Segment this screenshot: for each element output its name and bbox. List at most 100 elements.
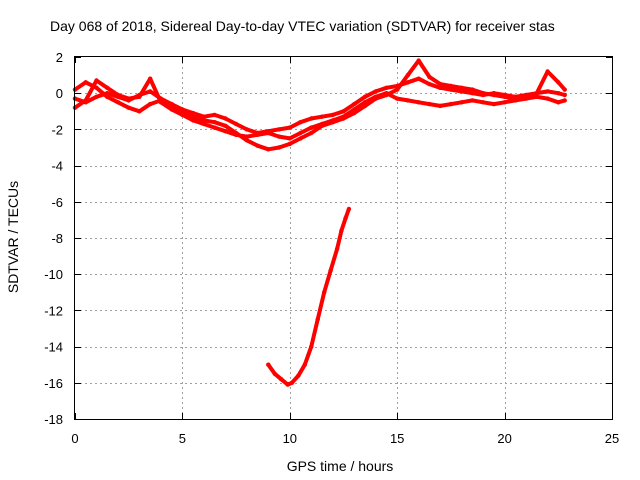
data-point	[244, 134, 249, 139]
data-point	[302, 362, 307, 367]
data-point	[513, 98, 518, 103]
data-point	[502, 94, 507, 100]
x-axis-label: GPS time / hours	[287, 458, 394, 474]
data-point	[223, 123, 228, 128]
data-point	[384, 91, 389, 96]
data-point	[339, 228, 344, 233]
x-tick-label: 20	[497, 431, 511, 446]
data-point	[319, 121, 325, 127]
y-tick-label: -16	[44, 376, 63, 391]
data-point	[126, 96, 131, 101]
data-point	[352, 101, 357, 107]
data-point	[287, 125, 292, 130]
data-point	[289, 380, 295, 385]
data-point	[212, 120, 217, 125]
data-point	[334, 246, 340, 252]
y-tick-label: -14	[44, 340, 63, 355]
data-point	[201, 118, 207, 123]
data-point	[545, 89, 550, 94]
data-point	[244, 127, 249, 132]
data-point	[341, 109, 346, 114]
data-point	[427, 81, 432, 87]
data-point	[158, 100, 164, 105]
data-point	[416, 76, 421, 81]
data-point	[190, 118, 196, 123]
data-point	[480, 91, 486, 96]
data-point	[448, 83, 454, 89]
data-point	[233, 132, 239, 137]
data-point	[562, 92, 567, 98]
data-point	[169, 107, 174, 112]
data-point	[201, 121, 207, 127]
data-point	[287, 136, 292, 141]
data-point	[448, 101, 454, 107]
data-point	[556, 100, 561, 105]
data-point	[562, 98, 567, 103]
data-point	[459, 89, 464, 94]
data-point	[470, 87, 475, 92]
data-point	[438, 81, 443, 87]
x-tick-label: 25	[605, 431, 619, 446]
data-point	[562, 87, 567, 92]
data-point	[309, 344, 314, 349]
data-point	[287, 141, 292, 147]
grid	[75, 57, 612, 419]
data-point	[298, 130, 303, 136]
y-tick-label: 0	[56, 86, 63, 101]
data-point	[276, 145, 282, 150]
data-point	[244, 138, 249, 143]
y-tick-label: -4	[51, 159, 63, 174]
data-point	[233, 121, 239, 127]
data-point	[115, 100, 121, 105]
data-point	[298, 136, 303, 141]
data-point	[255, 143, 260, 148]
x-tick-label: 0	[71, 431, 78, 446]
data-point	[427, 74, 432, 80]
data-point	[266, 130, 271, 136]
data-point	[480, 100, 486, 105]
data-point	[330, 118, 335, 123]
data-point	[459, 100, 464, 105]
data-point	[309, 125, 314, 130]
y-tick-label: -18	[44, 412, 63, 427]
data-point	[556, 91, 561, 96]
y-tick-label: 2	[56, 50, 63, 65]
data-point	[115, 92, 121, 98]
data-point	[405, 80, 411, 85]
data-point	[405, 72, 411, 78]
chart-title: Day 068 of 2018, Sidereal Day-to-day VTE…	[50, 18, 555, 34]
data-point	[137, 109, 142, 114]
y-tick-label: -2	[51, 122, 63, 137]
data-point	[405, 98, 411, 103]
data-point	[330, 112, 335, 118]
y-tick-label: -6	[51, 195, 63, 210]
data-point	[352, 107, 357, 112]
data-point	[416, 58, 421, 63]
data-point	[362, 94, 368, 100]
data-point	[322, 290, 327, 295]
data-point	[105, 85, 110, 91]
data-point	[395, 96, 400, 101]
x-tick-label: 10	[283, 431, 297, 446]
data-point	[470, 91, 475, 96]
data-point	[448, 87, 454, 92]
data-point	[223, 116, 228, 121]
data-point	[315, 317, 320, 322]
data-point	[309, 130, 314, 136]
data-point	[341, 114, 346, 119]
y-axis-label: SDTVAR / TECUs	[5, 181, 21, 293]
data-point	[83, 80, 88, 85]
data-point	[545, 96, 550, 101]
data-point	[346, 206, 352, 212]
data-point	[272, 371, 277, 376]
data-point	[126, 105, 131, 110]
data-point	[223, 129, 228, 134]
data-point	[534, 94, 539, 100]
data-point	[319, 114, 325, 119]
series-group	[72, 58, 567, 387]
data-point	[201, 114, 207, 119]
data-point	[94, 94, 99, 100]
data-point	[343, 215, 348, 221]
